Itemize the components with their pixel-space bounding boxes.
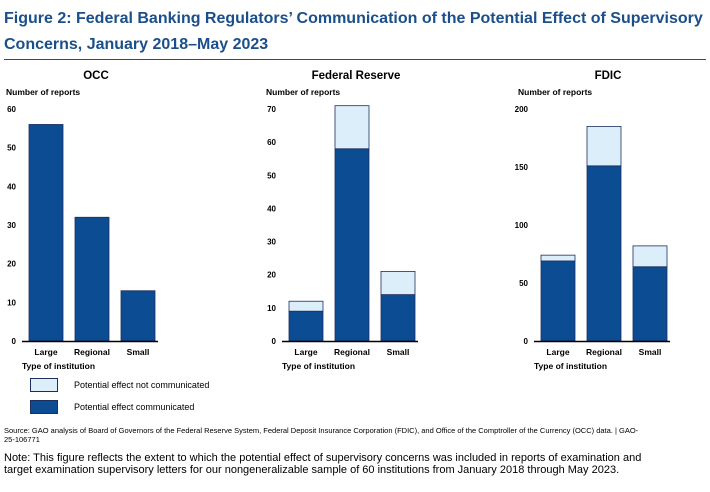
legend-label-communicated: Potential effect communicated bbox=[74, 402, 195, 412]
y-tick-label-federal-reserve: 0 bbox=[272, 337, 277, 346]
bar-communicated-fdic-small bbox=[632, 266, 668, 342]
y-tick-label-federal-reserve: 40 bbox=[267, 204, 276, 213]
y-tick-label-federal-reserve: 50 bbox=[267, 171, 276, 180]
x-tick-label-occ: Large bbox=[34, 347, 57, 357]
bar-communicated-occ-large bbox=[28, 124, 64, 342]
bar-communicated-federal-reserve-regional bbox=[334, 148, 370, 342]
y-tick-label-occ: 30 bbox=[7, 221, 16, 230]
y-tick-label-fdic: 0 bbox=[524, 337, 529, 346]
note-text: Note: This figure reflects the extent to… bbox=[4, 452, 642, 476]
y-tick-label-federal-reserve: 30 bbox=[267, 238, 276, 247]
x-tick-label-occ: Regional bbox=[74, 347, 110, 357]
chart-title-fdic: FDIC bbox=[595, 70, 622, 82]
x-tick-label-fdic: Regional bbox=[586, 347, 622, 357]
bar-communicated-fdic-regional bbox=[586, 165, 622, 342]
x-axis-label-occ: Type of institution bbox=[22, 361, 95, 371]
bar-communicated-federal-reserve-large bbox=[288, 310, 324, 342]
y-tick-label-fdic: 100 bbox=[515, 221, 529, 230]
y-tick-label-federal-reserve: 70 bbox=[267, 105, 276, 114]
x-axis-label-federal-reserve: Type of institution bbox=[282, 361, 355, 371]
y-tick-label-occ: 0 bbox=[12, 337, 17, 346]
y-axis-label-fdic: Number of reports bbox=[518, 87, 592, 97]
bar-not-communicated-federal-reserve-large bbox=[288, 300, 324, 312]
x-tick-label-federal-reserve: Large bbox=[294, 347, 317, 357]
title-rule bbox=[4, 59, 706, 60]
source-text: Source: GAO analysis of Board of Governo… bbox=[4, 426, 639, 444]
y-axis-label-federal-reserve: Number of reports bbox=[266, 87, 340, 97]
y-tick-label-fdic: 150 bbox=[515, 163, 529, 172]
x-tick-label-federal-reserve: Regional bbox=[334, 347, 370, 357]
bar-not-communicated-fdic-regional bbox=[586, 126, 622, 167]
bar-communicated-occ-small bbox=[120, 290, 156, 342]
x-tick-label-fdic: Small bbox=[639, 347, 662, 357]
legend-swatch-communicated bbox=[30, 400, 58, 414]
y-tick-label-fdic: 50 bbox=[519, 279, 528, 288]
y-axis-label-occ: Number of reports bbox=[6, 87, 80, 97]
legend-swatch-not-communicated bbox=[30, 378, 58, 392]
bar-not-communicated-fdic-small bbox=[632, 245, 668, 268]
bar-communicated-federal-reserve-small bbox=[380, 294, 416, 342]
y-tick-label-occ: 60 bbox=[7, 105, 16, 114]
y-tick-label-federal-reserve: 20 bbox=[267, 271, 276, 280]
chart-title-occ: OCC bbox=[83, 70, 109, 82]
chart-title-federal-reserve: Federal Reserve bbox=[312, 70, 401, 82]
x-tick-label-fdic: Large bbox=[546, 347, 569, 357]
y-tick-label-fdic: 200 bbox=[515, 105, 529, 114]
y-tick-label-federal-reserve: 10 bbox=[267, 304, 276, 313]
bar-communicated-fdic-large bbox=[540, 260, 576, 342]
y-tick-label-federal-reserve: 60 bbox=[267, 138, 276, 147]
y-tick-label-occ: 10 bbox=[7, 298, 16, 307]
bar-not-communicated-federal-reserve-regional bbox=[334, 105, 370, 150]
legend-label-not-communicated: Potential effect not communicated bbox=[74, 380, 210, 390]
bar-communicated-occ-regional bbox=[74, 216, 110, 342]
bar-not-communicated-fdic-large bbox=[540, 254, 576, 262]
y-tick-label-occ: 20 bbox=[7, 260, 16, 269]
x-axis-label-fdic: Type of institution bbox=[534, 361, 607, 371]
figure-title: Figure 2: Federal Banking Regulators’ Co… bbox=[4, 10, 703, 53]
y-tick-label-occ: 40 bbox=[7, 182, 16, 191]
bar-not-communicated-federal-reserve-small bbox=[380, 270, 416, 295]
x-tick-label-occ: Small bbox=[127, 347, 150, 357]
y-tick-label-occ: 50 bbox=[7, 144, 16, 153]
x-tick-label-federal-reserve: Small bbox=[387, 347, 410, 357]
